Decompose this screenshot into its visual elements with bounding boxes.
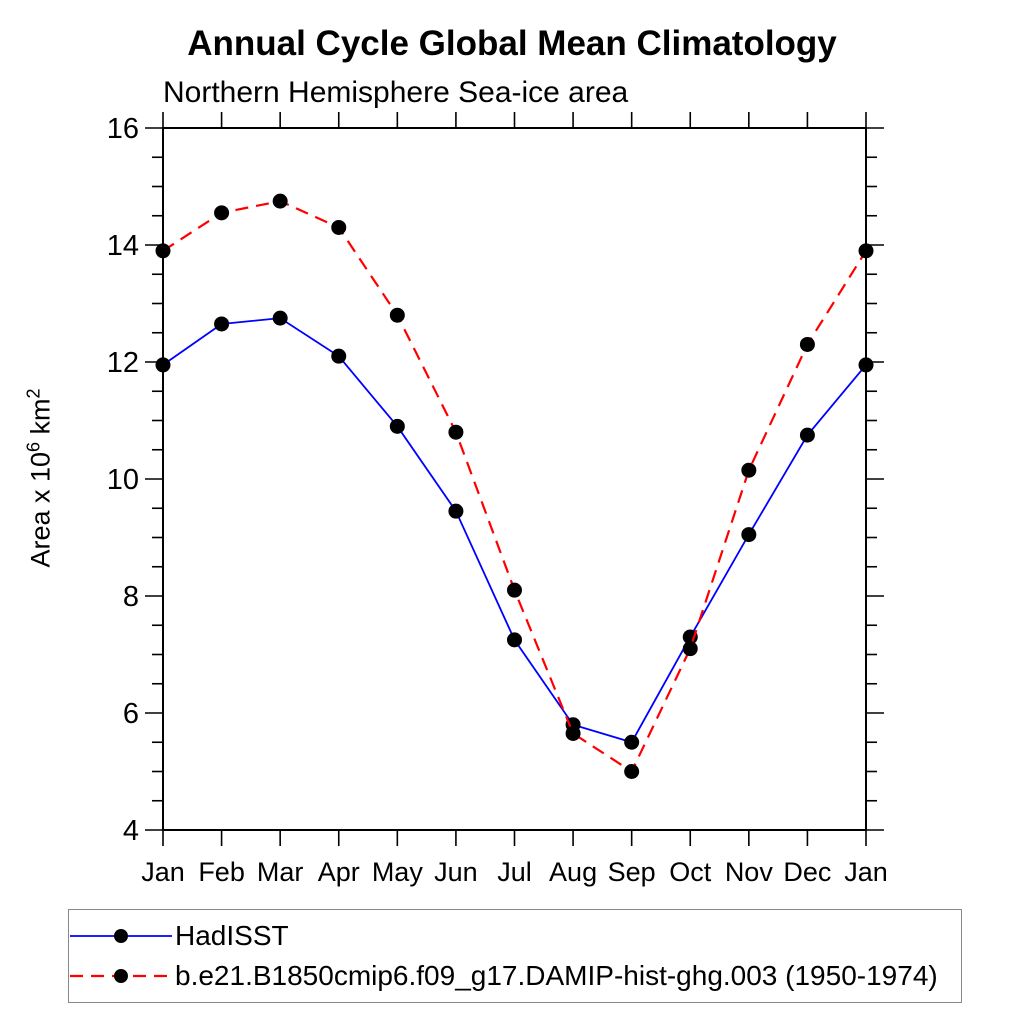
legend-marker-dot [114,969,128,983]
data-point-marker [272,193,288,209]
legend-line-sample [70,969,172,983]
x-tick-label: Feb [198,857,245,887]
data-point-marker [389,418,405,434]
data-point-marker [507,632,522,648]
x-tick-label: Oct [669,857,712,887]
plot-frame [162,127,867,831]
series-line-0 [162,317,867,744]
y-tick-label: 10 [107,464,139,496]
data-point-marker [858,243,874,259]
x-tick-label: Jan [141,857,185,887]
legend-label: b.e21.B1850cmip6.f09_g17.DAMIP-hist-ghg.… [175,960,938,991]
data-point-marker [448,424,464,440]
x-tick-label: Aug [549,857,597,887]
x-tick-label: Sep [608,857,656,887]
x-tick-label: Jun [434,857,478,887]
legend-item: b.e21.B1850cmip6.f09_g17.DAMIP-hist-ghg.… [70,962,938,990]
data-point-marker [741,527,757,543]
legend-marker-dot [114,929,128,943]
legend-item: HadISST [70,922,289,950]
data-point-marker [214,316,230,332]
x-tick-label: Jul [497,857,532,887]
data-point-marker [741,462,757,478]
data-point-marker [331,219,347,235]
x-tick-label: Nov [725,857,774,887]
data-point-marker [799,336,815,352]
series-line-1 [162,199,867,774]
data-point-marker [858,357,874,373]
chart-subtitle: Northern Hemisphere Sea-ice area [163,76,629,109]
y-tick-label: 16 [107,113,139,145]
y-tick-label: 4 [123,815,139,847]
x-tick-label: Dec [783,857,831,887]
data-point-marker [624,764,640,779]
data-point-marker [507,582,522,598]
data-point-marker [155,357,171,373]
data-point-marker [214,205,230,221]
x-tick-label: Mar [257,857,304,887]
data-point-marker [624,734,640,750]
x-tick-label: Apr [318,857,360,887]
legend-label: HadISST [175,920,289,951]
x-tick-label: May [372,857,424,887]
data-point-marker [682,641,698,657]
legend-box: HadISST b.e21.B1850cmip6.f09_g17.DAMIP-hi… [68,909,962,1003]
y-tick-label: 12 [107,347,139,379]
chart-title: Annual Cycle Global Mean Climatology [187,24,837,63]
data-point-marker [155,243,171,259]
data-point-marker [799,427,815,443]
x-tick-label: Jan [844,857,888,887]
y-tick-label: 6 [123,698,139,730]
y-tick-label: 14 [107,230,139,262]
legend-line-sample [70,929,172,943]
data-point-marker [389,307,405,323]
data-point-marker [565,725,581,741]
data-point-marker [331,348,347,364]
y-tick-label: 8 [123,581,139,613]
data-point-marker [272,310,288,326]
data-point-marker [448,503,464,519]
